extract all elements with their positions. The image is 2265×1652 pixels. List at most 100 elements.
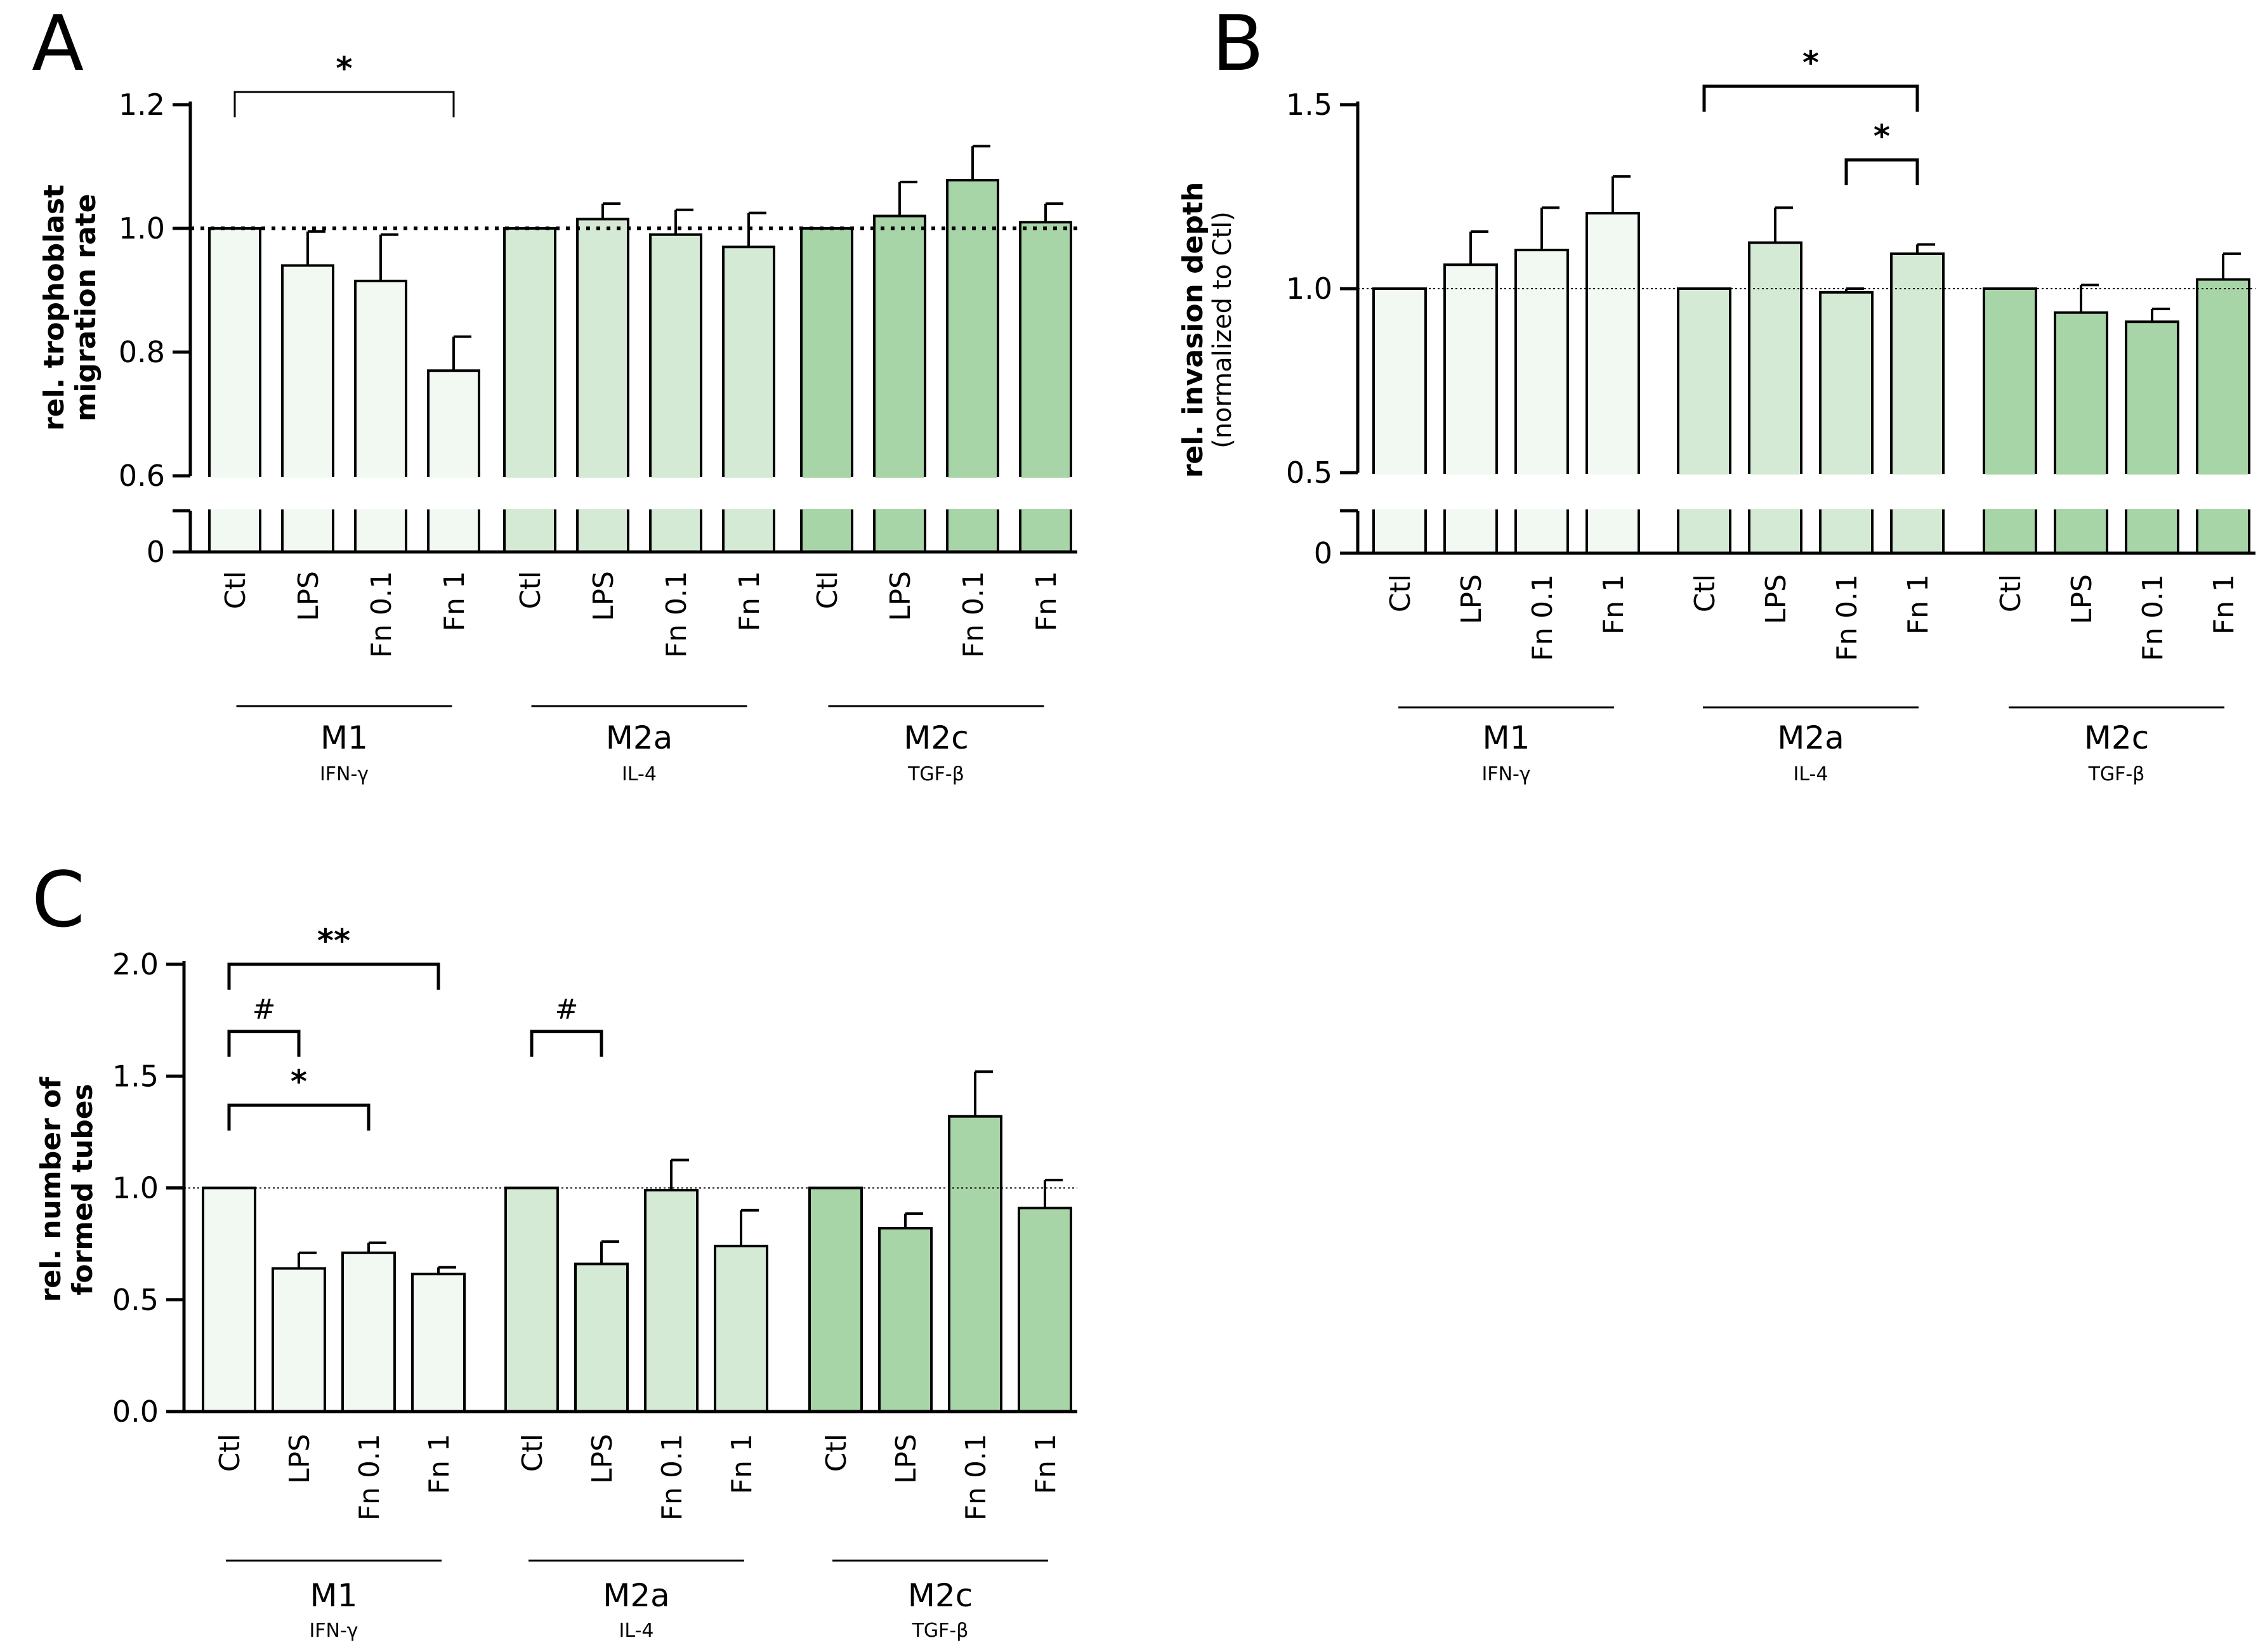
category-label: Fn 1 xyxy=(1598,574,1630,634)
category-label: Fn 1 xyxy=(2208,574,2240,634)
category-label: Fn 1 xyxy=(423,1434,456,1494)
group-label-m1: M1 xyxy=(1483,719,1530,756)
category-label: Fn 0.1 xyxy=(365,571,398,658)
category-label: LPS xyxy=(284,1434,316,1484)
group-sublabel: IL-4 xyxy=(622,763,657,785)
bar-m1-1-lower xyxy=(1443,509,1498,554)
group-label-m2c: M2c xyxy=(908,1577,973,1614)
category-label: LPS xyxy=(2066,574,2098,624)
bar-m2a-2-upper xyxy=(1819,291,1874,474)
significance-bracket xyxy=(1844,158,1919,185)
category-label: Ctl xyxy=(214,1434,246,1472)
category-label: Fn 0.1 xyxy=(957,571,990,658)
bar-m2a-0-lower xyxy=(503,509,556,553)
panel-b: B Ctl LPS Fn 0.1 Fn 1 Ctl LPS Fn 0.1 Fn 1 Ctl LPS F… xyxy=(1177,0,2255,785)
category-label: Fn 0.1 xyxy=(656,1434,688,1521)
bar-m2c-3-lower xyxy=(1019,509,1072,553)
bar-m1-1-upper xyxy=(1443,263,1498,474)
bar-m2c-2-upper xyxy=(946,178,999,477)
significance-marker: * xyxy=(336,50,352,87)
category-label: Fn 0.1 xyxy=(960,1434,992,1521)
bar-m2c-1-upper xyxy=(873,214,926,477)
y-tick-label: 0.5 xyxy=(112,1283,159,1317)
bar-m2a-2 xyxy=(644,1189,699,1413)
group-sublabel: TGF-β xyxy=(907,763,964,785)
y-tick-label: 1.0 xyxy=(119,211,165,246)
bar-m1-2-lower xyxy=(1514,509,1569,554)
bar-m1-3-upper xyxy=(427,369,480,477)
y-tick-label: 1.5 xyxy=(112,1059,159,1093)
group-label-m1: M1 xyxy=(320,719,368,756)
bar-m1-0-upper xyxy=(208,227,261,477)
bar-m2a-0-upper xyxy=(503,227,556,477)
bar-m2c-1-lower xyxy=(2054,509,2108,554)
category-label: Fn 1 xyxy=(733,571,766,631)
group-sublabel: IFN-γ xyxy=(309,1620,358,1642)
category-label: Fn 0.1 xyxy=(353,1434,386,1521)
group-label-m2c: M2c xyxy=(2084,719,2149,756)
category-label: Fn 1 xyxy=(1030,1434,1062,1494)
panel-c: C Ctl LPS Fn 0.1 Fn 1 Ctl LPS Fn 0.1 Fn 1 Ctl LPS F… xyxy=(32,856,1077,1642)
bar-m2a-3 xyxy=(714,1245,768,1413)
significance-marker: * xyxy=(291,1063,307,1100)
panel-letter-c: C xyxy=(32,856,85,945)
bar-m2c-3-lower xyxy=(2196,509,2250,554)
bar-m2c-1-lower xyxy=(873,509,926,553)
bar-m2a-0 xyxy=(504,1186,559,1413)
group-sublabel: TGF-β xyxy=(2088,763,2145,785)
bar-m2a-2-lower xyxy=(649,509,702,553)
bar-m2a-0-lower xyxy=(1677,509,1731,554)
category-label: Fn 0.1 xyxy=(1526,574,1559,661)
bar-m2a-3-upper xyxy=(722,246,775,477)
bar-m2a-3-lower xyxy=(722,509,775,553)
y-tick-label: 0 xyxy=(147,535,165,569)
bar-m1-3-lower xyxy=(427,509,480,553)
y-axis-label-line2: migration rate xyxy=(70,193,102,421)
y-tick-label: 0.5 xyxy=(1286,456,1332,490)
significance-bracket xyxy=(227,962,440,990)
category-label: LPS xyxy=(292,571,325,621)
bar-m1-1-lower xyxy=(281,509,334,553)
y-axis-label: rel. number of xyxy=(35,1077,67,1302)
bar-m1-2-upper xyxy=(1514,249,1569,474)
bar-m2a-1 xyxy=(574,1262,629,1413)
bar-m2a-2-upper xyxy=(649,233,702,477)
category-label: Ctl xyxy=(1689,574,1721,612)
y-axis-label-line2: formed tubes xyxy=(67,1084,99,1295)
group-label-m2a: M2a xyxy=(603,1577,670,1614)
category-label: Ctl xyxy=(515,571,547,609)
category-label: LPS xyxy=(586,1434,619,1484)
category-label: LPS xyxy=(890,1434,922,1484)
category-label: Fn 1 xyxy=(1902,574,1934,634)
category-label: Fn 1 xyxy=(438,571,471,631)
category-label: LPS xyxy=(884,571,917,621)
group-label-m2a: M2a xyxy=(1777,719,1844,756)
group-sublabel: IFN-γ xyxy=(320,763,369,785)
category-label: Fn 1 xyxy=(1030,571,1063,631)
bar-m2c-2-upper xyxy=(2125,320,2179,475)
bar-m2a-1-upper xyxy=(1748,241,1802,474)
bar-m2c-2-lower xyxy=(946,509,999,553)
bar-m1-2 xyxy=(341,1251,396,1413)
bar-m2a-3-lower xyxy=(1890,509,1945,554)
bar-m2c-3-upper xyxy=(1019,221,1072,477)
significance-bracket xyxy=(1702,84,1919,112)
y-axis-sublabel: (normalized to Ctl) xyxy=(1208,211,1237,449)
y-tick-label: 0 xyxy=(1314,536,1332,570)
category-label: Ctl xyxy=(220,571,252,609)
group-label-m2c: M2c xyxy=(903,719,968,756)
bar-m2c-2 xyxy=(948,1115,1002,1413)
bar-m2a-3-upper xyxy=(1890,252,1945,474)
category-label: Fn 0.1 xyxy=(660,571,693,658)
panel-letter-b: B xyxy=(1212,0,1264,88)
category-label: Ctl xyxy=(1384,574,1417,612)
y-tick-label: 0.0 xyxy=(112,1394,159,1429)
bar-m2c-0 xyxy=(808,1186,863,1413)
significance-marker: # xyxy=(253,993,276,1026)
bar-m1-2-upper xyxy=(354,279,407,477)
bar-m2c-0-upper xyxy=(1983,287,2037,474)
bar-m2a-2-lower xyxy=(1819,509,1874,554)
significance-marker: # xyxy=(555,993,579,1026)
bar-m1-0 xyxy=(202,1186,256,1413)
significance-marker: ** xyxy=(317,922,350,959)
